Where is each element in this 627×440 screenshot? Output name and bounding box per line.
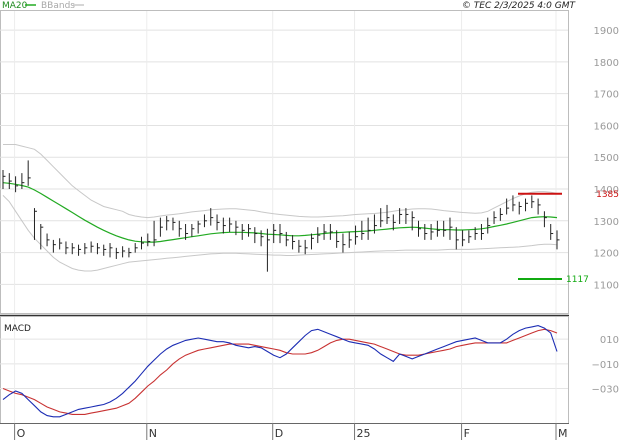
date-tick-label: N — [149, 427, 157, 440]
ohlc-bars — [2, 160, 560, 272]
bbands-lower-line — [2, 195, 558, 272]
date-tick-label: M — [558, 427, 568, 440]
macd-tick-label: −010 — [592, 360, 619, 371]
price-levels: 1385 1117 — [518, 190, 619, 285]
price-grid — [0, 11, 568, 313]
date-tick-label: F — [464, 427, 470, 440]
macd-line — [2, 325, 558, 418]
macd-grid — [0, 317, 568, 423]
price-tick-label: 1700 — [594, 90, 619, 101]
price-tick-label: 1600 — [594, 121, 619, 132]
date-axis: O N D 25 F M — [0, 423, 569, 440]
macd-tick-label: −030 — [592, 384, 619, 395]
legend: MA20 BBands © TEC 2/3/2025 4:0 GMT — [2, 1, 576, 11]
macd-lines — [2, 325, 558, 418]
macd-y-axis: 010 −010 −030 — [592, 335, 619, 395]
macd-panel-frame — [0, 316, 569, 424]
price-y-axis: 1900 1800 1700 1600 1500 1400 1300 1200 1100 — [594, 26, 619, 291]
price-tick-label: 1500 — [594, 153, 619, 164]
support-label: 1117 — [566, 275, 589, 285]
price-tick-label: 1100 — [594, 280, 619, 291]
bbands-upper-line — [3, 144, 558, 219]
resistance-label: 1385 — [596, 190, 619, 200]
macd-tick-label: 010 — [600, 335, 619, 346]
price-tick-label: 1800 — [594, 58, 619, 69]
copyright: © TEC 2/3/2025 4:0 GMT — [462, 1, 577, 11]
bbands — [2, 144, 558, 272]
price-tick-label: 1200 — [594, 249, 619, 260]
ma-legend-label: MA20 — [2, 1, 28, 11]
bbands-legend-label: BBands — [41, 1, 75, 11]
price-panel: 1900 1800 1700 1600 1500 1400 1300 1200 1100 138… — [0, 10, 619, 314]
macd-title: MACD — [4, 324, 31, 334]
signal-line — [2, 328, 558, 415]
macd-panel: 010 −010 −030 MACD — [0, 316, 619, 424]
date-tick-label: 25 — [357, 427, 371, 440]
price-tick-label: 1900 — [594, 26, 619, 37]
price-panel-frame — [0, 10, 569, 314]
date-tick-label: D — [275, 427, 283, 440]
price-tick-label: 1400 — [594, 185, 619, 196]
price-tick-label: 1300 — [594, 217, 619, 228]
date-tick-label: O — [17, 427, 26, 440]
